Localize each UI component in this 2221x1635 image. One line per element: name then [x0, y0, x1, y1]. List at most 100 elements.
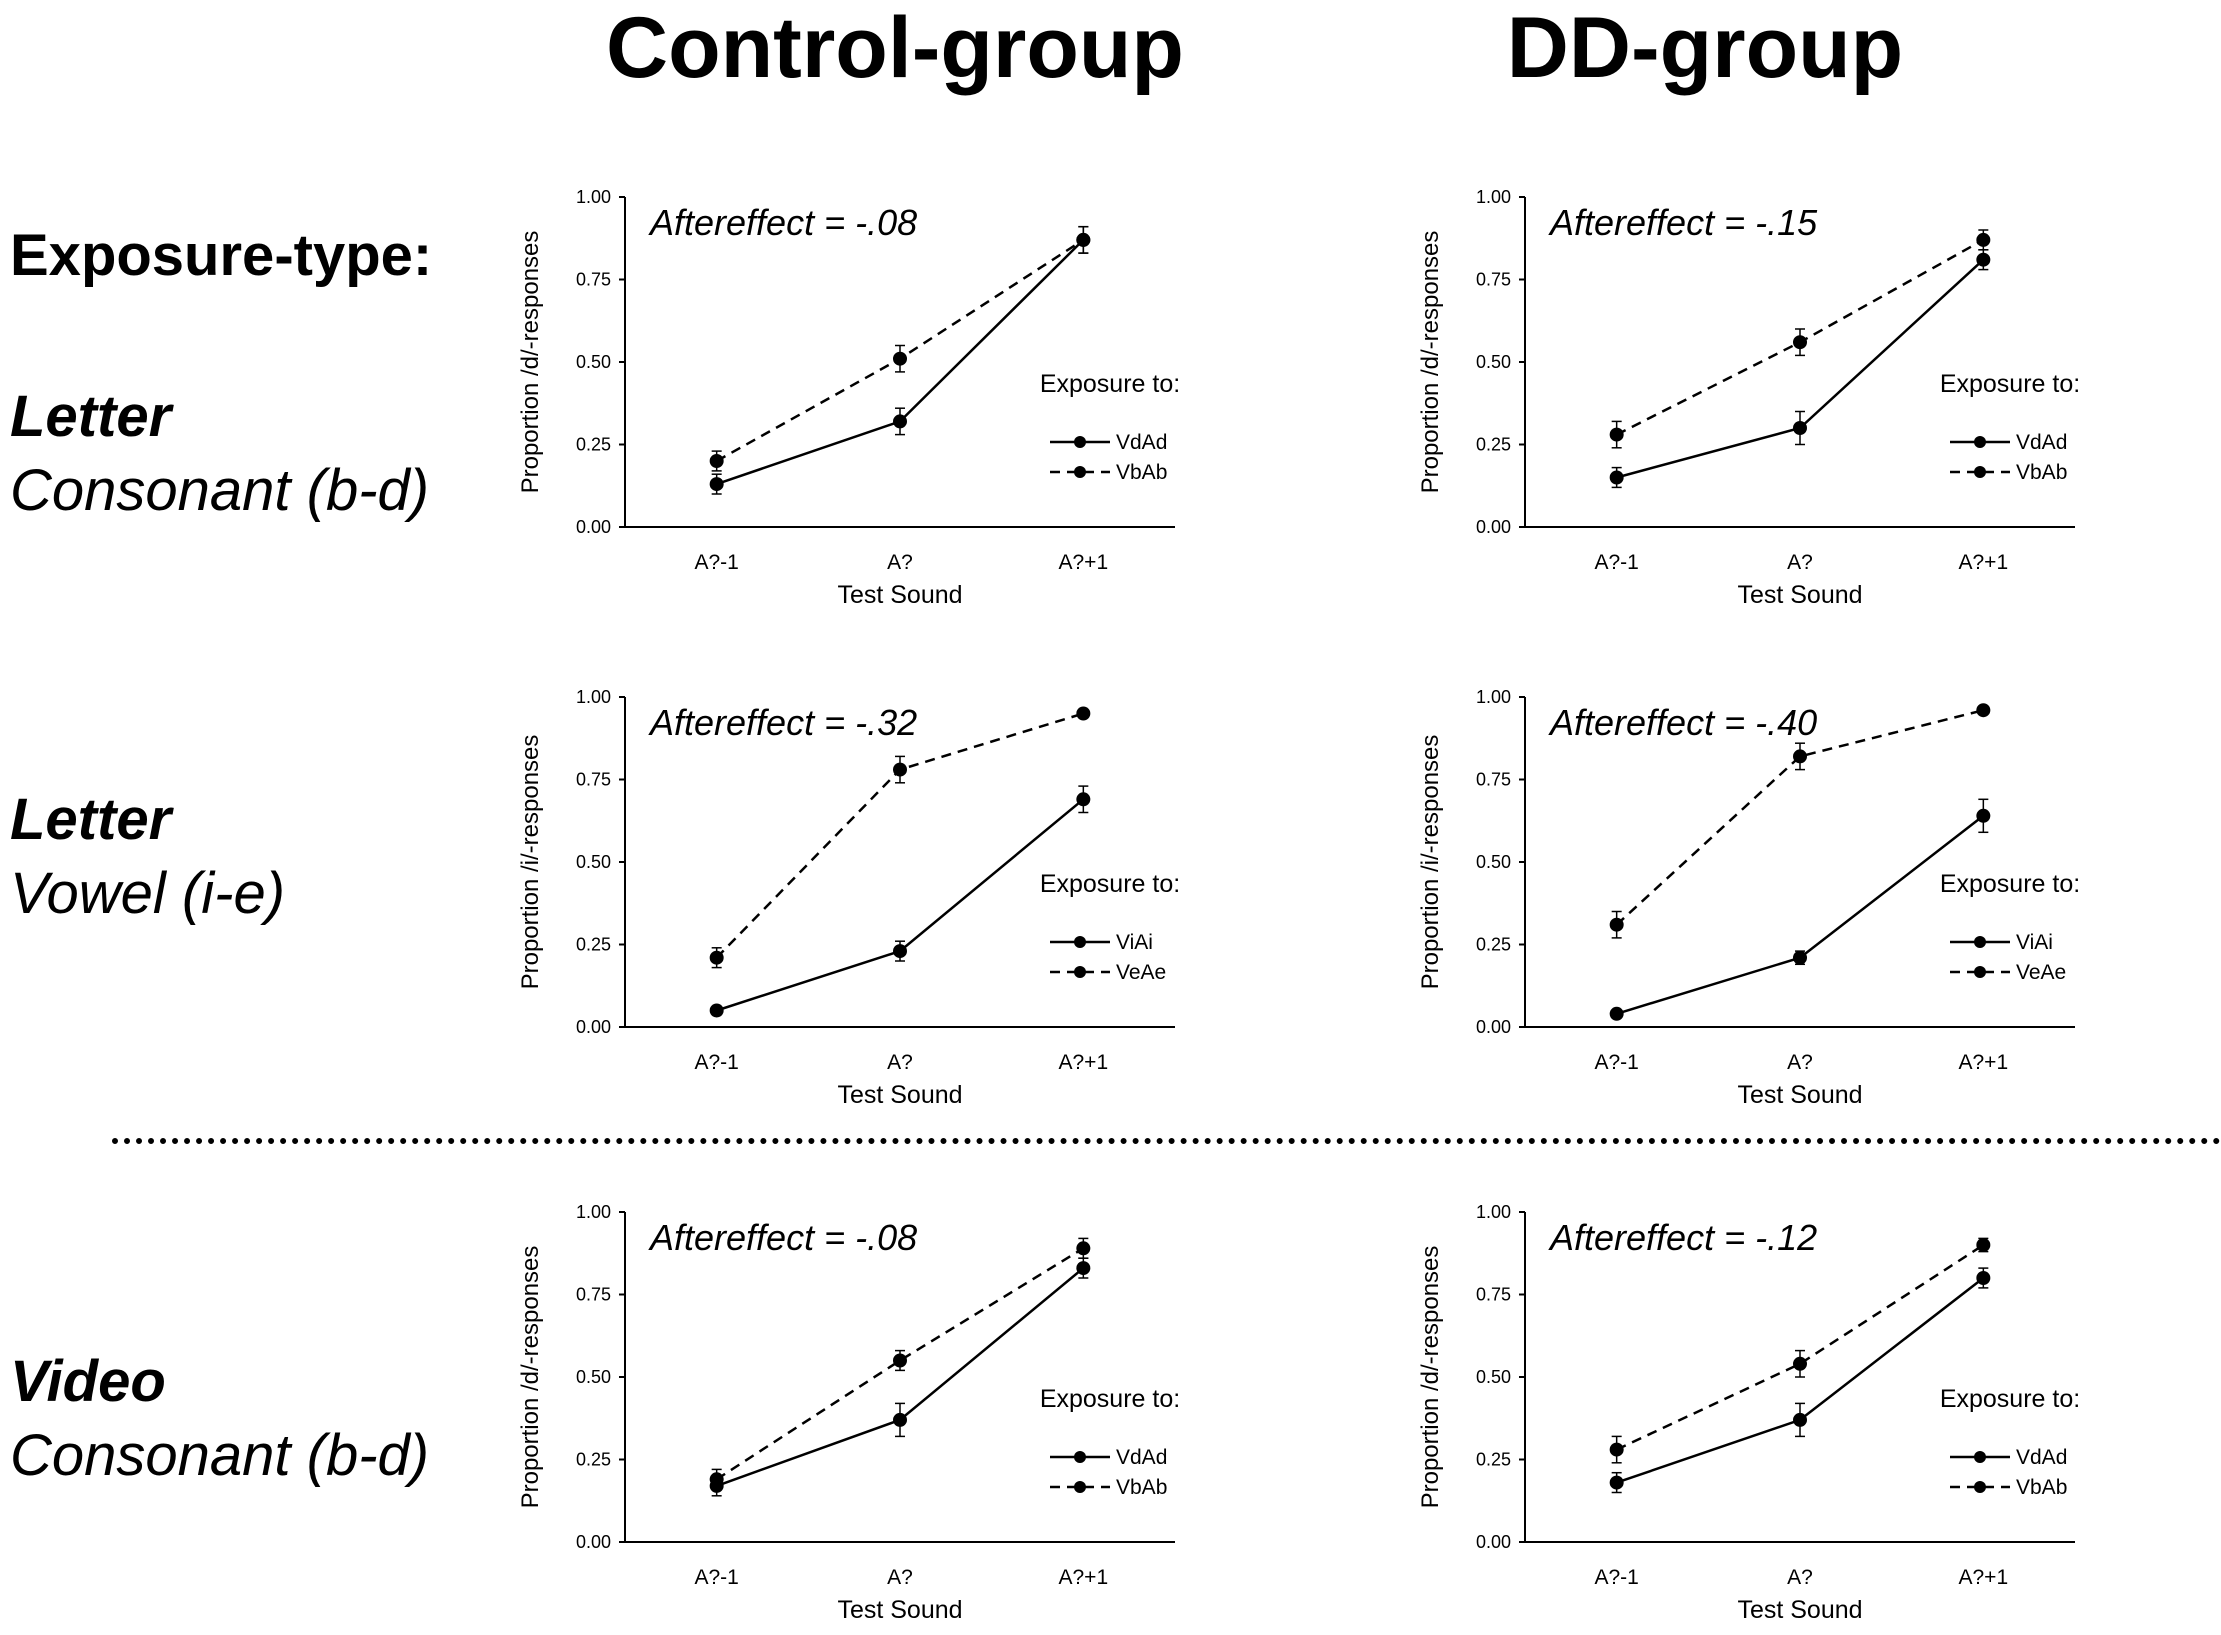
data-point-vbab: [1976, 232, 1991, 247]
legend-label: VbAb: [1116, 461, 1167, 484]
x-axis-label: Test Sound: [1737, 1596, 1862, 1624]
y-tick-label: 1.00: [1476, 1202, 1511, 1222]
y-tick-label: 0.50: [576, 1367, 611, 1387]
aftereffect-annotation: Aftereffect = -.12: [1548, 1217, 1817, 1258]
legend-label: VdAd: [1116, 1446, 1167, 1469]
chart-control-video-consonant: 0.00 0.25 0.50 0.75 1.00 A?-1 A? A?+1 Test Sound…: [517, 1202, 1180, 1624]
legend-title: Exposure to:: [1040, 1385, 1180, 1413]
y-tick-label: 0.50: [1476, 1367, 1511, 1387]
legend-title: Exposure to:: [1940, 1385, 2080, 1413]
data-point-vbab: [893, 351, 907, 366]
data-point-vdad: [1976, 252, 1991, 267]
legend-label: VdAd: [2016, 431, 2067, 454]
aftereffect-annotation: Aftereffect = -.15: [1548, 202, 1818, 243]
data-point-vbab: [709, 1472, 724, 1487]
x-axis-label: Test Sound: [837, 581, 962, 609]
y-tick-label: 1.00: [576, 1202, 611, 1222]
row-label-contrast: Consonant (b-d): [10, 1423, 430, 1488]
y-tick-label: 0.75: [576, 1285, 611, 1305]
y-axis-label: Proportion /i/-responses: [1417, 735, 1444, 990]
chart-dd-letter-consonant: 0.00 0.25 0.50 0.75 1.00 A?-1 A? A?+1 Test Sound…: [1417, 187, 2080, 609]
chart-dd-letter-vowel: 0.00 0.25 0.50 0.75 1.00 A?-1 A? A?+1 Test Sound…: [1417, 687, 2080, 1109]
y-tick-label: 1.00: [1476, 687, 1511, 707]
legend-marker: [1074, 466, 1086, 478]
data-point-vbab: [893, 1353, 907, 1368]
x-tick-label: A?: [1787, 1051, 1813, 1074]
legend-marker: [1074, 1451, 1086, 1463]
x-tick-label: A?-1: [1594, 1051, 1638, 1074]
x-tick-label: A?-1: [694, 1051, 738, 1074]
legend-marker: [1074, 966, 1086, 978]
legend-title: Exposure to:: [1940, 870, 2080, 898]
y-tick-label: 0.00: [576, 517, 611, 537]
y-tick-label: 0.25: [576, 935, 611, 955]
aftereffect-annotation: Aftereffect = -.32: [648, 702, 917, 743]
y-tick-label: 0.75: [1476, 270, 1511, 290]
y-tick-label: 0.75: [1476, 770, 1511, 790]
x-tick-label: A?+1: [1059, 551, 1109, 574]
legend-marker: [1974, 1451, 1986, 1463]
legend-label: VbAb: [2016, 461, 2067, 484]
y-axis-label: Proportion /d/-responses: [1417, 231, 1444, 494]
y-tick-label: 0.50: [1476, 852, 1511, 872]
legend-label: VbAb: [2016, 1476, 2067, 1499]
data-point-vbab: [1076, 232, 1091, 247]
y-tick-label: 0.50: [576, 852, 611, 872]
y-tick-label: 0.25: [1476, 1450, 1511, 1470]
data-point-viai: [1793, 950, 1807, 965]
y-tick-label: 0.25: [576, 1450, 611, 1470]
x-axis-label: Test Sound: [1737, 1081, 1862, 1109]
data-point-veae: [709, 950, 724, 965]
y-tick-label: 0.25: [576, 435, 611, 455]
y-tick-label: 0.00: [576, 1017, 611, 1037]
legend-label: ViAi: [1116, 931, 1153, 954]
data-point-viai: [1076, 792, 1091, 807]
legend-marker: [1074, 936, 1086, 948]
data-point-vdad: [1793, 1412, 1807, 1427]
series-line-vbab: [1616, 1243, 1985, 1451]
y-axis-label: Proportion /d/-responses: [517, 1246, 544, 1509]
aftereffect-annotation: Aftereffect = -.40: [1548, 702, 1817, 743]
legend-marker: [1074, 1481, 1086, 1493]
legend-marker: [1074, 436, 1086, 448]
dd-group-title: DD-group: [1506, 0, 1904, 96]
series-line-veae: [1615, 708, 1984, 926]
data-point-vdad: [1793, 421, 1807, 435]
y-tick-label: 0.00: [1476, 1532, 1511, 1552]
data-point-vbab: [1076, 1241, 1091, 1256]
data-point-vdad: [893, 414, 907, 429]
data-point-veae: [1976, 703, 1991, 718]
row-label-contrast: Vowel (i-e): [10, 861, 286, 926]
legend-label: VeAe: [2016, 961, 2066, 984]
row-label-letter-consonant: Letter Consonant (b-d): [10, 380, 429, 528]
legend-marker: [1974, 436, 1986, 448]
row-label-contrast: Consonant (b-d): [10, 458, 430, 523]
x-tick-label: A?-1: [694, 551, 738, 574]
row-label-video-consonant: Video Consonant (b-d): [10, 1345, 429, 1493]
data-point-vdad: [1076, 1261, 1091, 1276]
x-tick-label: A?+1: [1959, 1566, 2009, 1589]
x-tick-label: A?+1: [1059, 1051, 1109, 1074]
data-point-viai: [709, 1003, 724, 1018]
chart-dd-video-consonant: 0.00 0.25 0.50 0.75 1.00 A?-1 A? A?+1 Test Sound…: [1417, 1202, 2080, 1624]
data-point-viai: [1609, 1006, 1624, 1021]
x-tick-label: A?: [1787, 551, 1813, 574]
legend-marker: [1974, 966, 1986, 978]
y-axis-label: Proportion /d/-responses: [1417, 1246, 1444, 1509]
chart-control-letter-vowel: 0.00 0.25 0.50 0.75 1.00 A?-1 A? A?+1 Test Sound…: [517, 687, 1180, 1109]
x-tick-label: A?+1: [1959, 1051, 2009, 1074]
row-label-type: Video: [10, 1349, 166, 1414]
y-tick-label: 1.00: [1476, 187, 1511, 207]
x-tick-label: A?-1: [1594, 551, 1638, 574]
data-point-vdad: [709, 477, 724, 492]
x-tick-label: A?: [887, 551, 913, 574]
exposure-type-heading: Exposure-type:: [10, 223, 433, 288]
y-tick-label: 1.00: [576, 687, 611, 707]
data-point-veae: [1076, 706, 1091, 721]
series-line-vdad: [1616, 1277, 1985, 1484]
y-axis-label: Proportion /d/-responses: [517, 231, 544, 494]
chart-control-letter-consonant: 0.00 0.25 0.50 0.75 1.00 A?-1 A? A?+1 Test Sound…: [517, 187, 1180, 609]
data-point-viai: [1976, 808, 1991, 823]
series-line-veae: [715, 712, 1084, 959]
aftereffect-annotation: Aftereffect = -.08: [648, 202, 917, 243]
